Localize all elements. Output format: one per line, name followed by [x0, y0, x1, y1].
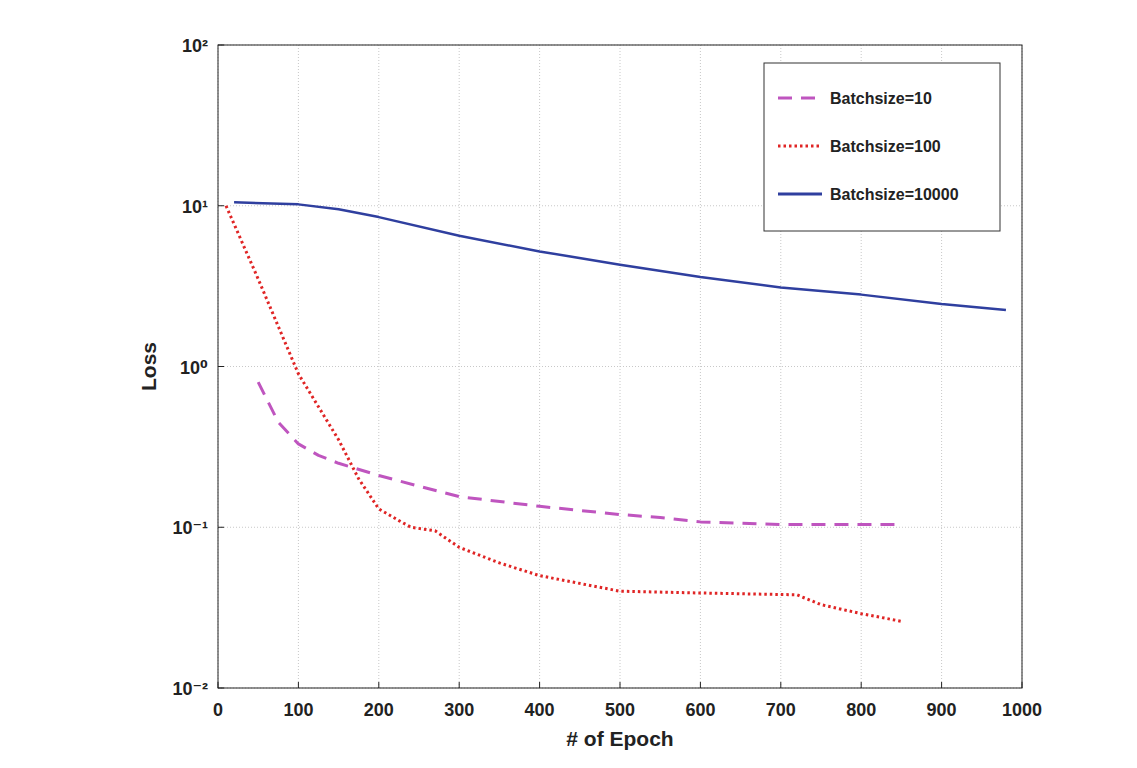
x-grid-line — [378, 45, 379, 688]
y-tick-label: 10⁰ — [180, 358, 208, 378]
x-tick — [620, 682, 621, 688]
y-tick-label: 10¹ — [182, 197, 208, 217]
y-tick-label: 10⁻¹ — [172, 518, 208, 538]
x-tick — [780, 682, 781, 688]
x-tick-label: 800 — [846, 700, 876, 720]
series-group — [226, 202, 1006, 621]
x-tick-label: 700 — [766, 700, 796, 720]
x-tick — [700, 682, 701, 688]
x-tick — [539, 682, 540, 688]
legend: Batchsize=10 Batchsize=100 Batchsize=10000 — [764, 63, 1000, 231]
y-tick — [218, 688, 224, 689]
y-tick — [218, 366, 224, 367]
y-grid-line — [218, 366, 1022, 367]
series-line — [226, 206, 901, 622]
plot-frame — [218, 45, 1022, 688]
legend-label: Batchsize=10 — [830, 90, 932, 107]
y-tick-label: 10⁻² — [172, 679, 208, 699]
y-grid-line — [218, 527, 1022, 528]
x-tick — [298, 682, 299, 688]
x-tick-label: 1000 — [1002, 700, 1042, 720]
x-tick — [378, 682, 379, 688]
x-tick — [861, 682, 862, 688]
y-tick — [218, 45, 224, 46]
legend-swatch — [778, 97, 822, 100]
x-tick — [1022, 682, 1023, 688]
legend-label: Batchsize=100 — [830, 138, 941, 155]
x-tick-label: 200 — [364, 700, 394, 720]
x-tick — [459, 682, 460, 688]
chart: 0 100 200 300 400 500 600 700 800 900 1000 10⁻² 10⁻¹… — [0, 0, 1137, 768]
legend-swatch — [778, 193, 822, 196]
legend-swatch — [778, 145, 822, 148]
x-axis-label: # of Epoch — [566, 727, 673, 750]
x-tick-label: 0 — [213, 700, 223, 720]
x-tick — [218, 682, 219, 688]
x-grid-line — [298, 45, 299, 688]
plot-area — [218, 45, 1022, 688]
x-tick-label: 900 — [927, 700, 957, 720]
x-tick — [941, 682, 942, 688]
legend-label: Batchsize=10000 — [830, 186, 959, 203]
x-tick-label: 300 — [444, 700, 474, 720]
x-tick-label: 100 — [283, 700, 313, 720]
x-tick-label: 600 — [685, 700, 715, 720]
y-axis-label: Loss — [137, 342, 160, 391]
series-line — [258, 382, 901, 524]
y-tick — [218, 527, 224, 528]
y-tick-label: 10² — [182, 36, 208, 56]
legend-box — [764, 63, 1000, 231]
x-tick-label: 500 — [605, 700, 635, 720]
y-tick — [218, 205, 224, 206]
x-tick-label: 400 — [525, 700, 555, 720]
